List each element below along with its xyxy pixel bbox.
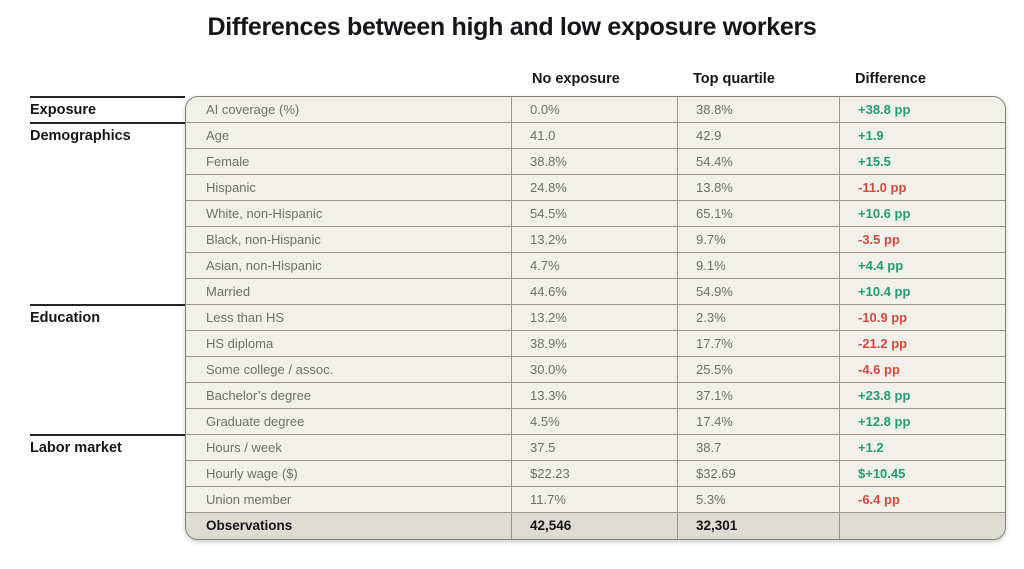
difference-cell: +10.6 pp <box>858 206 911 221</box>
no-exposure-cell: 41.0 <box>512 123 678 148</box>
group-label-exposure: Exposure <box>30 96 185 122</box>
difference-cell <box>840 513 1005 539</box>
difference-cell: +38.8 pp <box>858 102 911 117</box>
footer-row: Observations 42,546 32,301 <box>186 513 1005 539</box>
table-row: Age 41.0 42.9 +1.9 <box>186 123 1005 149</box>
difference-cell: -4.6 pp <box>858 362 900 377</box>
no-exposure-cell: 4.5% <box>512 409 678 434</box>
row-label-cell: Black, non-Hispanic <box>186 227 512 252</box>
difference-cell: -21.2 pp <box>858 336 908 351</box>
no-exposure-cell: 37.5 <box>512 435 678 460</box>
top-quartile-cell: 38.7 <box>678 435 840 460</box>
no-exposure-cell: 13.3% <box>512 383 678 408</box>
row-label-cell: Hourly wage ($) <box>186 461 512 486</box>
difference-cell: +23.8 pp <box>858 388 911 403</box>
difference-cell: +1.2 <box>858 440 884 455</box>
no-exposure-cell: 13.2% <box>512 305 678 330</box>
difference-cell: +1.9 <box>858 128 884 143</box>
difference-cell: +4.4 pp <box>858 258 904 273</box>
column-header-difference: Difference <box>855 71 926 87</box>
row-label-cell: Asian, non-Hispanic <box>186 253 512 278</box>
table-row: Hours / week 37.5 38.7 +1.2 <box>186 435 1005 461</box>
difference-cell: -10.9 pp <box>858 310 908 325</box>
table-row: Some college / assoc. 30.0% 25.5% -4.6 pp <box>186 357 1005 383</box>
row-label-cell: Less than HS <box>186 305 512 330</box>
top-quartile-cell: 13.8% <box>678 175 840 200</box>
no-exposure-cell: 24.8% <box>512 175 678 200</box>
row-label-cell: AI coverage (%) <box>186 97 512 122</box>
row-label-cell: Observations <box>186 513 512 539</box>
top-quartile-cell: 65.1% <box>678 201 840 226</box>
no-exposure-cell: 11.7% <box>512 487 678 512</box>
no-exposure-cell: 38.8% <box>512 149 678 174</box>
top-quartile-cell: 2.3% <box>678 305 840 330</box>
table-row: Asian, non-Hispanic 4.7% 9.1% +4.4 pp <box>186 253 1005 279</box>
top-quartile-cell: 54.4% <box>678 149 840 174</box>
table-row: White, non-Hispanic 54.5% 65.1% +10.6 pp <box>186 201 1005 227</box>
page-title: Differences between high and low exposur… <box>207 13 817 41</box>
difference-cell: +10.4 pp <box>858 284 911 299</box>
table-row: Less than HS 13.2% 2.3% -10.9 pp <box>186 305 1005 331</box>
top-quartile-cell: 17.7% <box>678 331 840 356</box>
table-row: Married 44.6% 54.9% +10.4 pp <box>186 279 1005 305</box>
row-label-cell: Hispanic <box>186 175 512 200</box>
top-quartile-cell: 5.3% <box>678 487 840 512</box>
group-label-education: Education <box>30 304 185 330</box>
table-row: Graduate degree 4.5% 17.4% +12.8 pp <box>186 409 1005 435</box>
table-row: Bachelor’s degree 13.3% 37.1% +23.8 pp <box>186 383 1005 409</box>
difference-cell: -3.5 pp <box>858 232 900 247</box>
row-label-cell: Hours / week <box>186 435 512 460</box>
no-exposure-cell: 13.2% <box>512 227 678 252</box>
top-quartile-cell: 9.1% <box>678 253 840 278</box>
no-exposure-cell: 38.9% <box>512 331 678 356</box>
difference-cell: -11.0 pp <box>858 180 907 195</box>
row-label-cell: Female <box>186 149 512 174</box>
no-exposure-cell: $22.23 <box>512 461 678 486</box>
table-row: Hispanic 24.8% 13.8% -11.0 pp <box>186 175 1005 201</box>
top-quartile-cell: 9.7% <box>678 227 840 252</box>
row-label-cell: Age <box>186 123 512 148</box>
table-row: AI coverage (%) 0.0% 38.8% +38.8 pp <box>186 97 1005 123</box>
column-header-top-quartile: Top quartile <box>693 71 775 87</box>
table-row: Female 38.8% 54.4% +15.5 <box>186 149 1005 175</box>
column-header-no-exposure: No exposure <box>532 71 620 87</box>
no-exposure-cell: 44.6% <box>512 279 678 304</box>
difference-cell: +15.5 <box>858 154 891 169</box>
group-label-labor-market: Labor market <box>30 434 185 460</box>
no-exposure-cell: 42,546 <box>512 513 678 539</box>
row-label-cell: Graduate degree <box>186 409 512 434</box>
no-exposure-cell: 4.7% <box>512 253 678 278</box>
no-exposure-cell: 30.0% <box>512 357 678 382</box>
difference-cell: $+10.45 <box>858 466 906 481</box>
table-row: Black, non-Hispanic 13.2% 9.7% -3.5 pp <box>186 227 1005 253</box>
table-row: HS diploma 38.9% 17.7% -21.2 pp <box>186 331 1005 357</box>
top-quartile-cell: 25.5% <box>678 357 840 382</box>
top-quartile-cell: $32.69 <box>678 461 840 486</box>
group-label-demographics: Demographics <box>30 122 185 148</box>
row-label-cell: Union member <box>186 487 512 512</box>
row-label-cell: Some college / assoc. <box>186 357 512 382</box>
row-label-cell: Married <box>186 279 512 304</box>
row-label-cell: White, non-Hispanic <box>186 201 512 226</box>
top-quartile-cell: 38.8% <box>678 97 840 122</box>
table-row: Hourly wage ($) $22.23 $32.69 $+10.45 <box>186 461 1005 487</box>
table-row: Union member 11.7% 5.3% -6.4 pp <box>186 487 1005 513</box>
row-label-cell: HS diploma <box>186 331 512 356</box>
top-quartile-cell: 17.4% <box>678 409 840 434</box>
table: AI coverage (%) 0.0% 38.8% +38.8 pp Age 41.0 4… <box>185 96 1006 540</box>
top-quartile-cell: 54.9% <box>678 279 840 304</box>
top-quartile-cell: 37.1% <box>678 383 840 408</box>
no-exposure-cell: 0.0% <box>512 97 678 122</box>
top-quartile-cell: 42.9 <box>678 123 840 148</box>
top-quartile-cell: 32,301 <box>678 513 840 539</box>
no-exposure-cell: 54.5% <box>512 201 678 226</box>
difference-cell: +12.8 pp <box>858 414 911 429</box>
row-label-cell: Bachelor’s degree <box>186 383 512 408</box>
difference-cell: -6.4 pp <box>858 492 900 507</box>
table-body: AI coverage (%) 0.0% 38.8% +38.8 pp Age 41.0 4… <box>186 97 1005 539</box>
